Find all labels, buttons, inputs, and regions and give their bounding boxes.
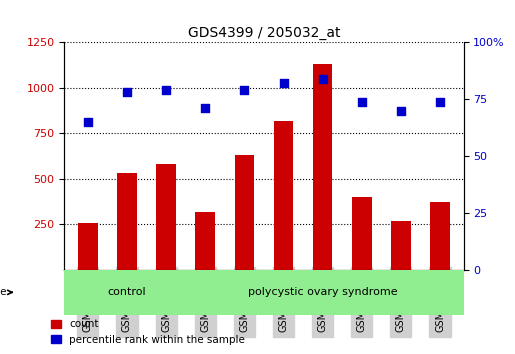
Bar <box>430 202 450 270</box>
Point <box>201 105 210 111</box>
Point <box>84 119 92 125</box>
Point <box>241 87 249 93</box>
Legend: count, percentile rank within the sample: count, percentile rank within the sample <box>46 315 249 349</box>
Bar <box>68 270 186 315</box>
Bar <box>117 173 137 270</box>
Point <box>279 81 287 86</box>
Bar <box>196 212 215 270</box>
Bar <box>186 270 459 315</box>
Title: GDS4399 / 205032_at: GDS4399 / 205032_at <box>187 26 340 40</box>
Point <box>123 90 131 95</box>
Bar <box>235 155 254 270</box>
Text: polycystic ovary syndrome: polycystic ovary syndrome <box>248 287 398 297</box>
Point <box>318 76 327 82</box>
Text: disease state: disease state <box>0 287 12 297</box>
Bar <box>391 222 410 270</box>
Bar <box>313 64 332 270</box>
Text: control: control <box>108 287 146 297</box>
Bar <box>273 121 293 270</box>
Point <box>162 87 170 93</box>
Bar <box>78 223 98 270</box>
Bar <box>157 164 176 270</box>
Point <box>436 99 444 104</box>
Bar <box>352 197 371 270</box>
Point <box>357 99 366 104</box>
Point <box>397 108 405 113</box>
